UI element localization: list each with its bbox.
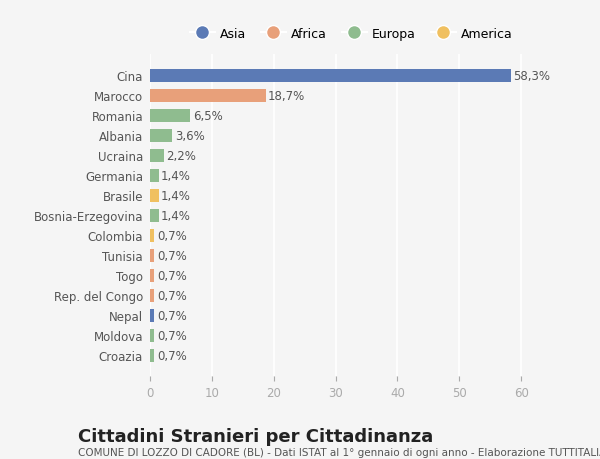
Text: 0,7%: 0,7% bbox=[157, 289, 187, 302]
Bar bbox=[150, 269, 154, 282]
Bar bbox=[150, 70, 511, 83]
Text: 1,4%: 1,4% bbox=[161, 169, 191, 182]
Text: 58,3%: 58,3% bbox=[513, 70, 550, 83]
Text: COMUNE DI LOZZO DI CADORE (BL) - Dati ISTAT al 1° gennaio di ogni anno - Elabora: COMUNE DI LOZZO DI CADORE (BL) - Dati IS… bbox=[78, 448, 600, 458]
Bar bbox=[150, 329, 154, 342]
Legend: Asia, Africa, Europa, America: Asia, Africa, Europa, America bbox=[185, 23, 517, 46]
Bar bbox=[150, 129, 172, 142]
Bar bbox=[150, 289, 154, 302]
Text: 0,7%: 0,7% bbox=[157, 309, 187, 322]
Text: 0,7%: 0,7% bbox=[157, 269, 187, 282]
Bar bbox=[150, 189, 158, 202]
Text: 3,6%: 3,6% bbox=[175, 129, 205, 142]
Text: 0,7%: 0,7% bbox=[157, 249, 187, 262]
Bar bbox=[150, 209, 158, 222]
Text: 1,4%: 1,4% bbox=[161, 189, 191, 202]
Text: 18,7%: 18,7% bbox=[268, 90, 305, 103]
Text: 6,5%: 6,5% bbox=[193, 110, 223, 123]
Bar bbox=[150, 90, 266, 102]
Text: Cittadini Stranieri per Cittadinanza: Cittadini Stranieri per Cittadinanza bbox=[78, 427, 433, 445]
Text: 0,7%: 0,7% bbox=[157, 229, 187, 242]
Bar bbox=[150, 169, 158, 182]
Text: 0,7%: 0,7% bbox=[157, 349, 187, 362]
Bar bbox=[150, 309, 154, 322]
Bar bbox=[150, 229, 154, 242]
Text: 1,4%: 1,4% bbox=[161, 209, 191, 222]
Bar bbox=[150, 349, 154, 362]
Text: 2,2%: 2,2% bbox=[166, 150, 196, 162]
Text: 0,7%: 0,7% bbox=[157, 329, 187, 342]
Bar bbox=[150, 150, 164, 162]
Bar bbox=[150, 110, 190, 123]
Bar bbox=[150, 249, 154, 262]
